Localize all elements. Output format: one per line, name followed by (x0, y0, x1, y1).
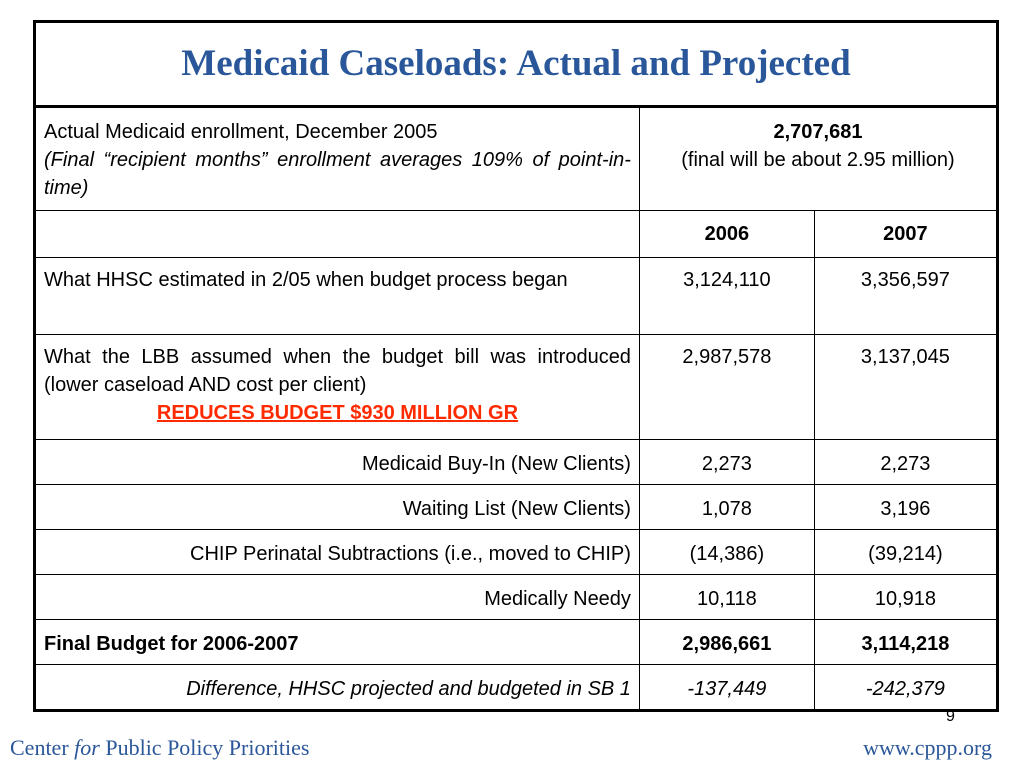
waiting-label: Waiting List (New Clients) (34, 484, 640, 530)
slide-number: 9 (946, 708, 955, 725)
caseload-table: Medicaid Caseloads: Actual and Projected… (33, 20, 999, 712)
final-2006: 2,986,661 (638, 619, 815, 665)
lbb-label: What the LBB assumed when the budget bil… (44, 346, 631, 396)
table-row-difference: Difference, HHSC projected and budgeted … (34, 664, 999, 711)
table-row-hhsc: What HHSC estimated in 2/05 when budget … (34, 257, 999, 335)
actual-enrollment-value-cell: 2,707,681 (final will be about 2.95 mill… (638, 106, 999, 211)
year-header-row: 2006 2007 (34, 210, 999, 258)
slide-title: Medicaid Caseloads: Actual and Projected (34, 21, 998, 108)
footer-organization: Center for Public Policy Priorities (10, 735, 309, 761)
final-label: Final Budget for 2006-2007 (34, 619, 640, 665)
lbb-2007: 3,137,045 (813, 334, 999, 440)
footer-org-suffix: Public Policy Priorities (99, 735, 310, 760)
actual-enrollment-label-cell: Actual Medicaid enrollment, December 200… (34, 106, 640, 211)
difference-label: Difference, HHSC projected and budgeted … (34, 664, 640, 711)
footer-org-prefix: Center (10, 735, 75, 760)
table-row-needy: Medically Needy 10,118 10,918 (34, 574, 999, 620)
table-row-buyin: Medicaid Buy-In (New Clients) 2,273 2,27… (34, 439, 999, 485)
year-header-2006: 2006 (638, 210, 815, 258)
table-row-chip: CHIP Perinatal Subtractions (i.e., moved… (34, 529, 999, 575)
actual-enrollment-row: Actual Medicaid enrollment, December 200… (34, 106, 999, 211)
table-row-lbb: What the LBB assumed when the budget bil… (34, 334, 999, 440)
chip-label: CHIP Perinatal Subtractions (i.e., moved… (34, 529, 640, 575)
table-row-waiting: Waiting List (New Clients) 1,078 3,196 (34, 484, 999, 530)
lbb-2006: 2,987,578 (638, 334, 815, 440)
lbb-label-cell: What the LBB assumed when the budget bil… (34, 334, 640, 440)
difference-2007: -242,379 (813, 664, 999, 711)
hhsc-label: What HHSC estimated in 2/05 when budget … (34, 257, 640, 335)
actual-enrollment-note: (Final “recipient months” enrollment ave… (44, 149, 631, 199)
actual-enrollment-value-note: (final will be about 2.95 million) (681, 149, 955, 171)
table-row-final: Final Budget for 2006-2007 2,986,661 3,1… (34, 619, 999, 665)
lbb-budget-reduction-note: REDUCES BUDGET $930 MILLION GR (156, 402, 519, 424)
difference-2006: -137,449 (638, 664, 815, 711)
chip-2007: (39,214) (813, 529, 999, 575)
actual-enrollment-value: 2,707,681 (773, 121, 863, 143)
buyin-label: Medicaid Buy-In (New Clients) (34, 439, 640, 485)
hhsc-2007: 3,356,597 (813, 257, 999, 335)
buyin-2007: 2,273 (813, 439, 999, 485)
needy-2006: 10,118 (638, 574, 815, 620)
final-2007: 3,114,218 (813, 619, 999, 665)
empty-header-cell (34, 210, 640, 258)
actual-enrollment-label: Actual Medicaid enrollment, December 200… (44, 121, 438, 143)
chip-2006: (14,386) (638, 529, 815, 575)
buyin-2006: 2,273 (638, 439, 815, 485)
needy-2007: 10,918 (813, 574, 999, 620)
waiting-2007: 3,196 (813, 484, 999, 530)
waiting-2006: 1,078 (638, 484, 815, 530)
hhsc-2006: 3,124,110 (638, 257, 815, 335)
footer-org-for: for (74, 735, 100, 760)
title-row: Medicaid Caseloads: Actual and Projected (34, 21, 998, 108)
footer-website-link[interactable]: www.cppp.org (863, 735, 992, 760)
year-header-2007: 2007 (813, 210, 999, 258)
needy-label: Medically Needy (34, 574, 640, 620)
